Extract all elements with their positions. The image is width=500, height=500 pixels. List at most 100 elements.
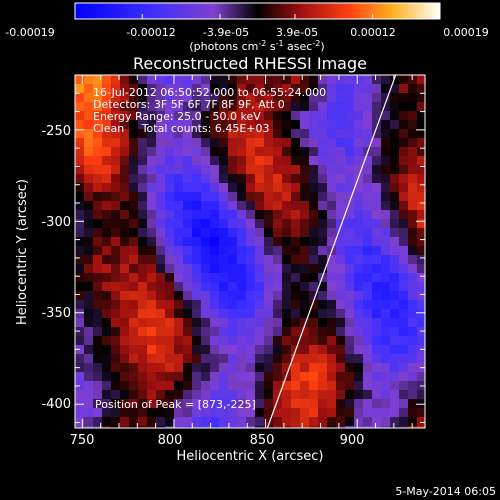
heatmap-cell [102,192,111,201]
heatmap-cell [399,192,408,201]
heatmap-cell [273,156,282,165]
heatmap-cell [102,345,111,354]
heatmap-cell [408,210,417,219]
heatmap-cell [246,336,255,345]
heatmap-cell [399,408,408,417]
heatmap-cell [273,102,282,111]
heatmap-cell [291,363,300,372]
heatmap-cell [291,354,300,363]
heatmap-cell [219,183,228,192]
heatmap-cell [228,336,237,345]
heatmap-cell [111,408,120,417]
heatmap-cell [381,75,390,84]
heatmap-cell [291,426,300,428]
heatmap-cell [372,147,381,156]
heatmap-cell [165,372,174,381]
heatmap-cell [354,237,363,246]
heatmap-cell [300,75,309,84]
heatmap-cell [417,300,425,309]
heatmap-cell [210,147,219,156]
heatmap-cell [255,363,264,372]
heatmap-cell [183,336,192,345]
heatmap-cell [327,318,336,327]
heatmap-cell [138,201,147,210]
heatmap-cell [345,336,354,345]
heatmap-cell [84,219,93,228]
heatmap-cell [84,399,93,408]
heatmap-cell [120,300,129,309]
heatmap-cell [183,282,192,291]
heatmap-cell [120,390,129,399]
heatmap-cell [363,417,372,426]
heatmap-cell [210,237,219,246]
heatmap-cell [309,255,318,264]
heatmap-cell [111,372,120,381]
heatmap-cell [363,336,372,345]
heatmap-cell [237,228,246,237]
heatmap-cell [237,165,246,174]
heatmap-cell [264,300,273,309]
heatmap-cell [417,273,425,282]
heatmap-cell [129,120,138,129]
heatmap-cell [237,192,246,201]
heatmap-cell [273,93,282,102]
heatmap-cell [84,93,93,102]
heatmap-cell [75,354,84,363]
colorbar-tick-label: 3.9e-05 [276,26,318,39]
heatmap-cell [111,192,120,201]
heatmap-cell [354,345,363,354]
heatmap-cell [147,345,156,354]
heatmap-cell [84,345,93,354]
heatmap-cell [138,345,147,354]
heatmap-cell [336,282,345,291]
heatmap-cell [381,300,390,309]
heatmap-cell [399,282,408,291]
heatmap-cell [228,372,237,381]
heatmap-cell [363,399,372,408]
heatmap-cell [291,408,300,417]
heatmap-cell [282,336,291,345]
heatmap-cell [192,273,201,282]
heatmap-cell [264,345,273,354]
heatmap-cell [111,75,120,84]
heatmap-cell [309,201,318,210]
x-axis-label: Heliocentric X (arcsec) [177,449,324,464]
heatmap-cell [246,345,255,354]
heatmap-cell [390,417,399,426]
heatmap-cell [354,129,363,138]
heatmap-cell [210,192,219,201]
heatmap-cell [291,336,300,345]
heatmap-cell [129,363,138,372]
heatmap-cell [84,75,93,84]
heatmap-cell [147,381,156,390]
heatmap-cell [75,111,84,120]
heatmap-cell [408,345,417,354]
heatmap-cell [264,282,273,291]
heatmap-cell [408,129,417,138]
heatmap-cell [399,237,408,246]
heatmap-cell [210,102,219,111]
heatmap-cell [84,228,93,237]
heatmap-cell [129,372,138,381]
heatmap-cell [255,417,264,426]
heatmap-cell [201,147,210,156]
heatmap-cell [192,291,201,300]
heatmap-cell [237,354,246,363]
heatmap-cell [219,345,228,354]
heatmap-cell [237,363,246,372]
solar-limb-line [266,75,397,428]
heatmap-cell [228,273,237,282]
heatmap-cell [300,246,309,255]
heatmap-cell [192,84,201,93]
heatmap-cell [147,273,156,282]
heatmap-cell [327,138,336,147]
heatmap-cell [84,291,93,300]
heatmap-cell [129,84,138,93]
heatmap-cell [408,291,417,300]
heatmap-cell [282,111,291,120]
heatmap-cell [282,174,291,183]
heatmap-cell [390,237,399,246]
heatmap-cell [156,228,165,237]
heatmap-cell [264,84,273,93]
heatmap-cell [93,354,102,363]
